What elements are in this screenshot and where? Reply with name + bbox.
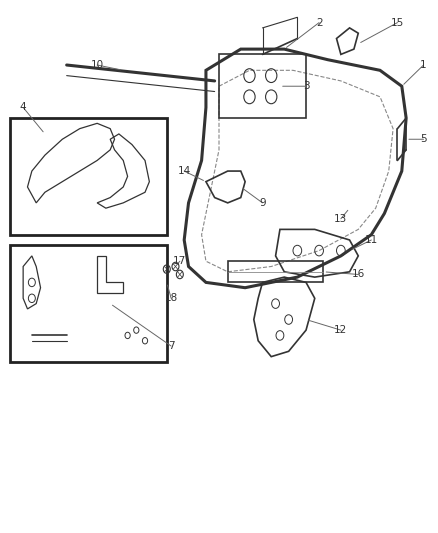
- Bar: [228, 261, 323, 282]
- Text: 14: 14: [177, 166, 191, 176]
- Text: 18: 18: [165, 293, 178, 303]
- Text: 4: 4: [20, 102, 26, 112]
- Text: 13: 13: [334, 214, 347, 224]
- Text: 16: 16: [352, 270, 365, 279]
- Text: 17: 17: [173, 256, 187, 266]
- Text: 2: 2: [316, 18, 322, 28]
- Text: 12: 12: [334, 325, 347, 335]
- Text: 5: 5: [420, 134, 427, 144]
- Text: 1: 1: [420, 60, 427, 70]
- Text: 7: 7: [168, 341, 174, 351]
- Text: 11: 11: [365, 235, 378, 245]
- Text: 3: 3: [303, 81, 309, 91]
- Text: 15: 15: [391, 18, 404, 28]
- Text: 10: 10: [91, 60, 104, 70]
- Text: 9: 9: [259, 198, 266, 208]
- Bar: [219, 54, 306, 118]
